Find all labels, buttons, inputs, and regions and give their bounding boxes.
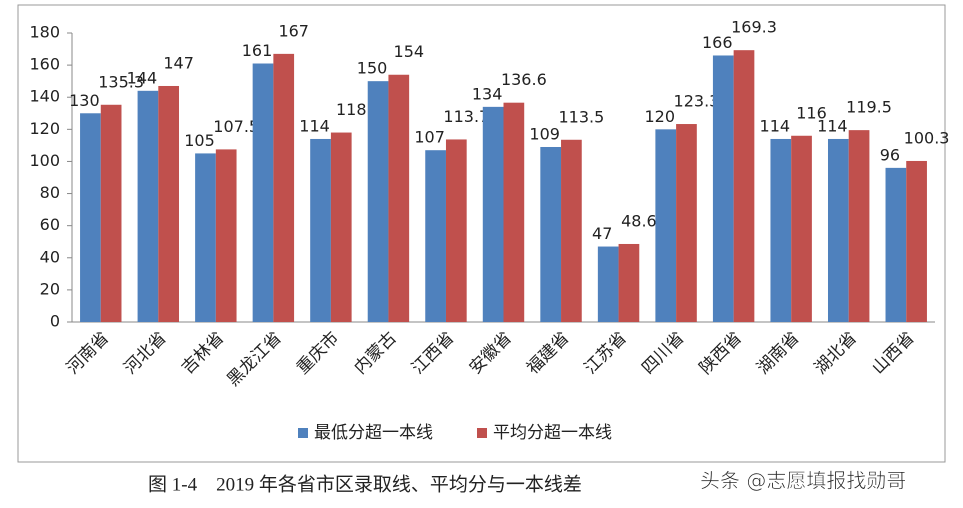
bar	[80, 113, 101, 323]
y-tick-label: 100	[29, 151, 60, 170]
bar	[310, 138, 331, 322]
bar	[195, 153, 216, 322]
bar	[791, 135, 812, 322]
value-label: 116	[796, 103, 827, 122]
bar	[618, 243, 640, 322]
y-tick-label: 60	[40, 215, 60, 234]
value-label: 48.6	[621, 211, 657, 230]
value-label: 114	[760, 116, 791, 135]
value-label: 105	[184, 131, 215, 150]
value-label: 96	[880, 145, 900, 164]
value-label: 130	[69, 91, 100, 110]
value-label: 109	[529, 124, 560, 143]
y-tick-label: 40	[40, 247, 60, 266]
bar	[503, 102, 525, 322]
value-label: 47	[592, 224, 612, 243]
value-label: 123.3	[674, 92, 720, 111]
value-label: 118	[336, 100, 367, 119]
y-tick-label: 20	[40, 279, 60, 298]
value-label: 113.5	[558, 107, 604, 126]
bar	[561, 139, 582, 322]
bar	[158, 85, 180, 322]
bar	[445, 139, 467, 322]
bar	[137, 90, 159, 322]
bar	[885, 167, 907, 322]
bar	[597, 246, 619, 322]
bar	[540, 146, 562, 322]
bar	[848, 130, 870, 322]
bar	[100, 104, 122, 322]
legend-swatch	[298, 428, 308, 438]
value-label: 166	[702, 33, 733, 52]
value-label: 161	[242, 41, 273, 60]
legend-swatch	[477, 428, 487, 438]
bar	[676, 124, 697, 322]
bar	[425, 150, 446, 322]
bar	[712, 55, 734, 322]
bar	[733, 50, 755, 322]
y-tick-label: 80	[40, 183, 60, 202]
y-tick-label: 160	[29, 55, 60, 74]
bar	[388, 74, 410, 322]
bar	[252, 63, 274, 322]
value-label: 107.5	[213, 117, 259, 136]
value-label: 136.6	[501, 70, 547, 89]
bar	[367, 81, 389, 323]
value-label: 144	[127, 68, 158, 87]
caption: 图 1-4 2019 年各省市区录取线、平均分与一本线差	[148, 473, 582, 495]
y-tick-label: 180	[29, 23, 60, 42]
value-label: 147	[163, 53, 194, 72]
bar	[655, 129, 677, 322]
bar	[482, 106, 504, 322]
value-label: 114	[299, 116, 330, 135]
legend-label: 最低分超一本线	[314, 423, 433, 443]
value-label: 100.3	[904, 128, 950, 147]
bar	[273, 53, 295, 322]
value-label: 135.3	[98, 72, 144, 91]
value-label: 167	[278, 21, 309, 40]
value-label: 169.3	[731, 18, 777, 37]
bar	[215, 149, 237, 322]
value-label: 113.7	[443, 107, 489, 126]
value-label: 120	[644, 107, 675, 126]
bar	[906, 160, 927, 322]
bar	[330, 132, 352, 322]
value-label: 154	[394, 42, 425, 61]
value-label: 134	[472, 84, 503, 103]
bar	[770, 138, 792, 322]
value-label: 107	[414, 128, 445, 147]
y-tick-label: 140	[29, 87, 60, 106]
value-label: 114	[817, 116, 848, 135]
bar	[827, 138, 849, 322]
legend-label: 平均分超一本线	[493, 423, 612, 443]
y-tick-label: 0	[50, 312, 60, 331]
watermark: 头条 @志愿填报找勋哥	[700, 469, 906, 493]
y-tick-label: 120	[29, 119, 60, 138]
value-label: 119.5	[846, 98, 892, 117]
value-label: 150	[357, 59, 388, 78]
